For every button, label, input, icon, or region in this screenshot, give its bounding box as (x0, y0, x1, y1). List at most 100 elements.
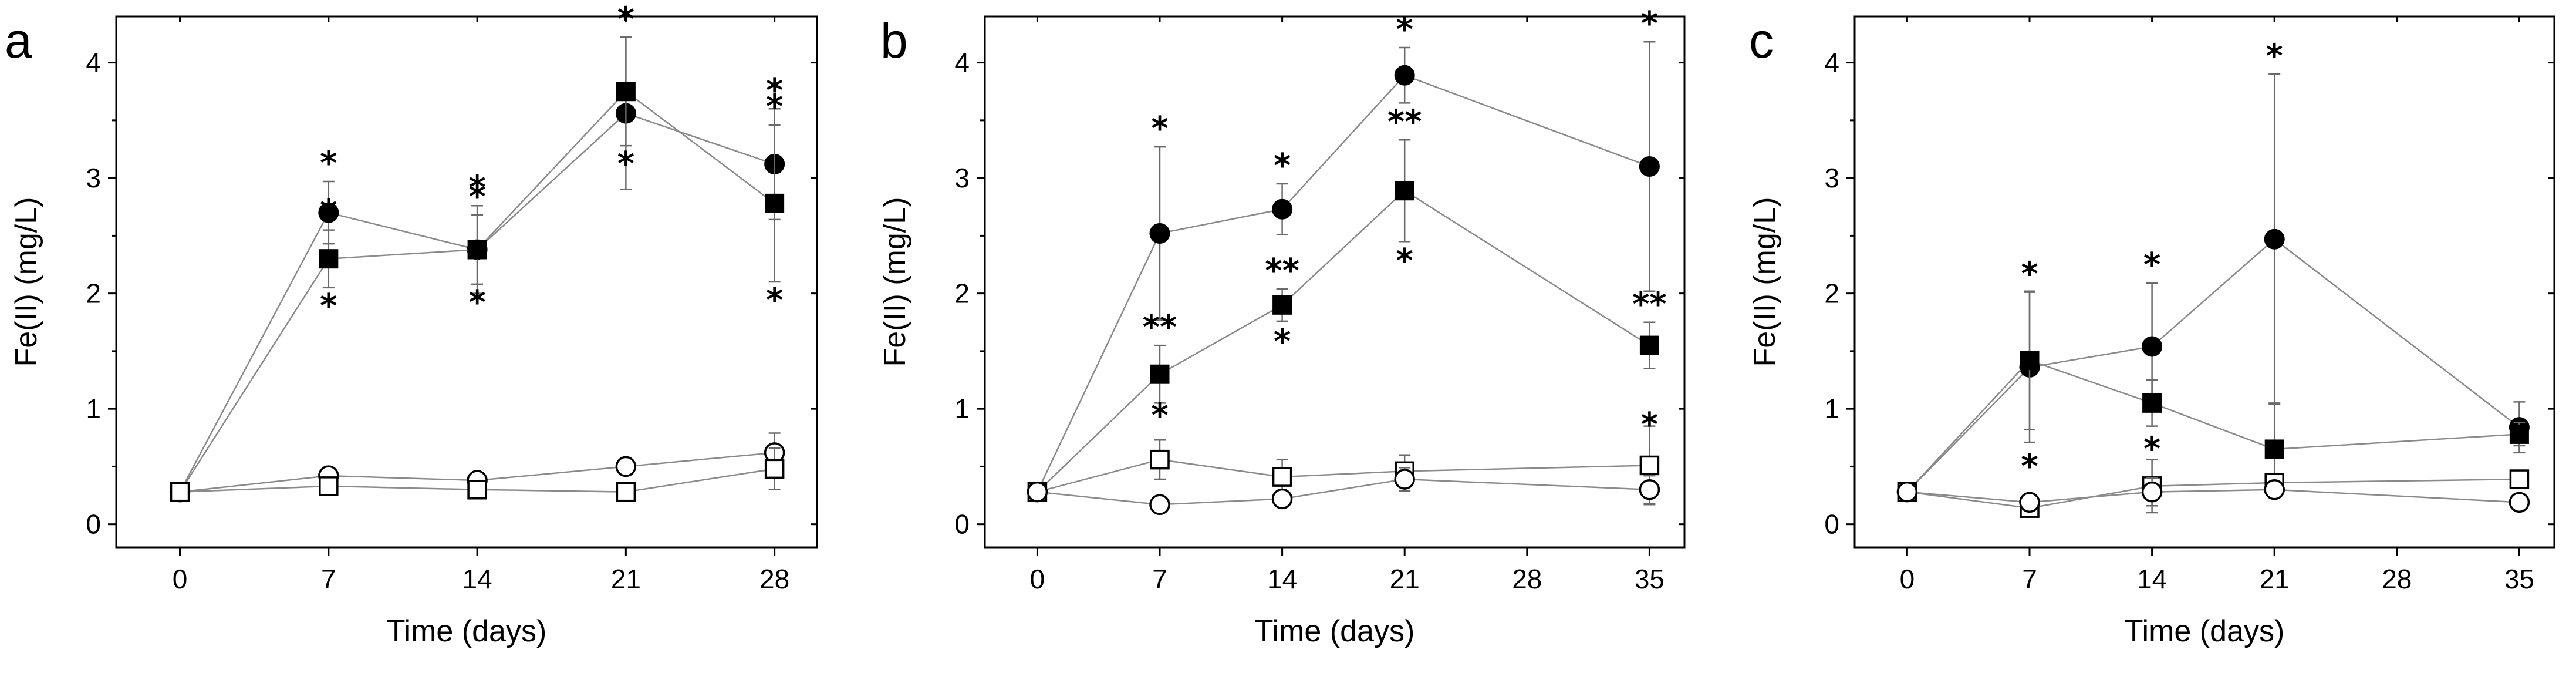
y-tick-label: 4 (86, 48, 101, 78)
data-point (2264, 228, 2285, 250)
significance-mark: * (320, 144, 337, 183)
x-tick-label: 21 (1390, 564, 1420, 594)
significance-mark: * (766, 72, 783, 110)
significance-mark: ** (1265, 252, 1299, 290)
data-point (1150, 364, 1170, 384)
x-tick-label: 21 (2260, 564, 2290, 594)
significance-mark: * (468, 178, 485, 216)
data-point (764, 459, 785, 479)
data-point (467, 240, 487, 260)
significance-mark: * (320, 287, 337, 325)
series-filled-circle: * * * (1896, 37, 2530, 503)
x-axis-label: Time (days) (1255, 614, 1415, 648)
x-tick-label: 14 (1267, 564, 1297, 594)
series-open-circle (1027, 467, 1660, 516)
y-tick-label: 4 (1824, 48, 1839, 78)
significance-mark: * (320, 193, 337, 231)
series-filled-circle: **** (1027, 5, 1660, 503)
data-point (467, 479, 487, 500)
panel-letter: c (1749, 13, 1774, 68)
data-point (170, 482, 190, 502)
x-tick-label: 14 (462, 564, 492, 594)
significance-mark: * (617, 0, 634, 38)
x-tick-label: 28 (759, 564, 789, 594)
data-point (1896, 481, 1918, 503)
series-open-square (170, 447, 785, 502)
y-tick-label: 0 (86, 509, 101, 540)
significance-mark: * (766, 88, 783, 126)
panel-b: b 0 7 14 21 28 35 0 1 2 3 4 Time (days) Fe(II) (mg/L)… (878, 5, 1686, 648)
panel-letter: b (880, 13, 908, 68)
y-tick-label: 2 (954, 278, 970, 309)
y-tick-label: 0 (954, 509, 970, 540)
y-tick-label: 3 (86, 163, 101, 193)
y-axis-label: Fe(II) (mg/L) (878, 197, 912, 367)
series-line (1906, 238, 2520, 493)
data-point (1395, 181, 1414, 201)
data-point (2019, 492, 2040, 513)
data-point (2142, 393, 2162, 413)
series-line (1037, 74, 1650, 493)
y-axis-label: Fe(II) (mg/L) (9, 197, 43, 367)
data-point (319, 476, 339, 496)
data-point (1149, 494, 1170, 516)
x-tick-label: 14 (2137, 564, 2167, 594)
significance-mark: * (2021, 255, 2038, 294)
y-tick-label: 1 (954, 393, 970, 424)
plot-frame (115, 15, 818, 549)
significance-mark: * (617, 0, 634, 38)
x-axis-label: Time (days) (2125, 614, 2285, 648)
significance-mark: * (1396, 242, 1413, 280)
significance-mark: * (1274, 147, 1291, 185)
x-tick-label: 28 (1512, 564, 1542, 594)
data-point (1639, 156, 1660, 177)
y-tick-label: 4 (954, 48, 970, 78)
y-tick-label: 3 (954, 163, 970, 193)
data-point (1027, 481, 1048, 503)
x-tick-label: 0 (1900, 564, 1915, 594)
significance-mark: ** (1632, 285, 1667, 324)
series-line (1037, 190, 1650, 493)
data-point (1639, 335, 1659, 355)
x-tick-label: 0 (1030, 564, 1045, 594)
significance-mark: * (1274, 323, 1291, 361)
significance-mark: * (2021, 447, 2038, 486)
data-point (1272, 295, 1292, 315)
series-line (1037, 459, 1650, 493)
series-open-square (1027, 425, 1660, 506)
panel-letter: a (5, 13, 32, 68)
x-tick-label: 7 (321, 564, 336, 594)
series-filled-square: ******** (1027, 103, 1667, 502)
significance-mark: * (2143, 430, 2160, 468)
x-tick-label: 28 (2382, 564, 2412, 594)
y-tick-label: 0 (1824, 509, 1839, 540)
x-tick-label: 21 (611, 564, 641, 594)
significance-mark: * (766, 281, 783, 319)
y-tick-label: 1 (86, 393, 101, 424)
data-point (1639, 455, 1660, 476)
data-point (2509, 469, 2530, 489)
series-open-circle (1896, 477, 2530, 513)
significance-mark: * (1151, 396, 1168, 435)
significance-mark: * (1396, 11, 1413, 49)
significance-mark: * (617, 145, 634, 183)
significance-mark: * (468, 169, 485, 207)
y-tick-label: 1 (1824, 393, 1839, 424)
data-point (319, 249, 339, 269)
data-point (2509, 492, 2530, 513)
x-axis-label: Time (days) (387, 614, 547, 648)
y-tick-label: 3 (1824, 163, 1839, 193)
series-line (1906, 359, 2520, 493)
significance-mark: ** (1387, 103, 1422, 141)
panel-c: c 0 7 14 21 28 35 0 1 2 3 4 Time (days) Fe(II) (mg/L)… (1748, 13, 2555, 648)
plot-frame (984, 15, 1686, 549)
series-line (1907, 489, 2520, 503)
data-point (2264, 479, 2285, 500)
significance-mark: * (1641, 5, 1658, 43)
plot-frame (1853, 15, 2555, 549)
data-point (1150, 449, 1170, 470)
data-point (615, 456, 637, 477)
data-point (1149, 223, 1170, 244)
